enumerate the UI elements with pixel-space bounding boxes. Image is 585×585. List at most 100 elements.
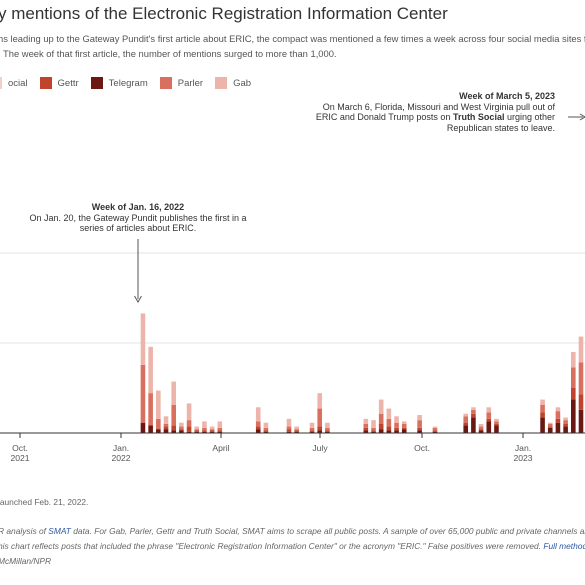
bar-segment [378,429,384,433]
bar-segment [202,431,207,433]
x-tick-label: Oct. [414,443,430,453]
legend-label-parler: Parler [177,77,204,89]
bar-segment [148,393,153,426]
bar-segment [386,426,392,431]
full-methodology-link[interactable]: Full methodo [543,541,585,551]
bar-segment [486,418,492,422]
bar-segment [571,399,576,433]
bar-segment [563,420,568,424]
smat-link[interactable]: SMAT [48,526,71,536]
bar-segment [494,424,499,426]
bar-segment [171,425,176,431]
bar-segment [371,430,376,432]
bar-segment [171,381,176,405]
annotation-march-2023: Week of March 5, 2023 On March 6, Florid… [305,91,555,133]
bar-segment [371,427,376,431]
bar-segment [432,431,438,433]
bar-segment [571,352,576,368]
bar-segment [540,399,545,405]
bar-segment [540,412,545,418]
bar-segment [417,427,422,431]
bar-segment [255,407,261,422]
bar-segment [394,427,399,431]
bar-segment [163,416,169,424]
bar-segment [325,422,330,428]
bar-segment [294,426,299,430]
annotation-march-2023-line-1: On March 6, Florida, Missouri and West V… [322,101,555,112]
bar-segment [578,409,584,433]
legend-item-truth-social: ocial [0,77,28,89]
bar-segment [401,427,407,430]
bar-segment [463,416,469,423]
bar-segment [571,367,576,388]
bar-segment [294,429,299,431]
chart-title: y mentions of the Electronic Registratio… [0,4,448,23]
annotation-march-2023-arrowhead [579,113,585,121]
legend-swatch-truth-social [0,77,2,89]
bar-segment [363,430,369,433]
annotation-march-2023-line-3: Republican states to leave. [446,122,555,133]
bar-segment [209,430,215,432]
bar-segment [156,418,161,430]
bar-segment [471,413,476,418]
bar-segment [217,427,223,431]
bar-segment [478,424,484,427]
bar-segment [494,418,499,422]
bar-segment [363,424,369,428]
bar-segment [417,420,422,428]
annotation-jan-2022-arrowhead [134,295,142,303]
bar-segment [263,427,269,431]
legend-item-telegram: Telegram [90,77,148,89]
legend-item-gettr: Gettr [39,77,79,89]
legend-swatch-parler [159,77,172,89]
legend-label-truth-social: ocial [8,77,28,89]
footnote-credit: McMillan/NPR [0,556,52,566]
bar-segment [163,429,169,433]
bar-segment [471,409,476,414]
annotation-jan-2022-line-1: On Jan. 20, the Gateway Pundit publishes… [29,212,247,223]
bar-segment [217,430,223,432]
bar-segment [294,431,299,433]
bar-segment [540,404,545,413]
bar-segment [486,412,492,419]
bar-segment [471,407,476,410]
bar-segment [394,430,399,433]
bar-segment [140,364,146,423]
bar-segment [486,421,492,433]
bar-segment [401,429,407,433]
x-tick-year-label: 2021 [10,453,29,463]
bar-segment [194,426,200,430]
bar-segment [186,431,192,433]
bar-segment [578,394,584,410]
bar-segment [571,388,576,400]
bar-segment [555,411,561,419]
bar-segment [540,417,545,433]
bar-segment [148,346,153,394]
bar-segment [186,420,192,427]
footnote-source: R analysis of SMAT data. For Gab, Parler… [0,526,585,536]
bar-segment [578,336,584,363]
bar-segment [317,393,323,409]
bar-segment [163,424,169,427]
bar-segment [309,431,315,433]
bar-segment [202,421,207,428]
bar-segment [463,425,469,433]
legend-swatch-gab [215,77,228,89]
bar-segment [371,431,376,433]
bar-segment [563,424,568,427]
bar-segment [179,429,184,431]
bar-segment [547,426,553,428]
bar-segment [363,427,369,431]
x-tick-label: Oct. [12,443,28,453]
legend: ocial Gettr Telegram Parler Gab [0,76,263,90]
bar-segment [209,426,215,430]
bar-segment [578,362,584,395]
bar-segment [547,427,553,433]
legend-swatch-telegram [90,77,103,89]
bar-segment [255,429,261,433]
x-tick-year-label: 2023 [513,453,532,463]
bar-segment [547,424,553,427]
bar-segment [255,421,261,427]
